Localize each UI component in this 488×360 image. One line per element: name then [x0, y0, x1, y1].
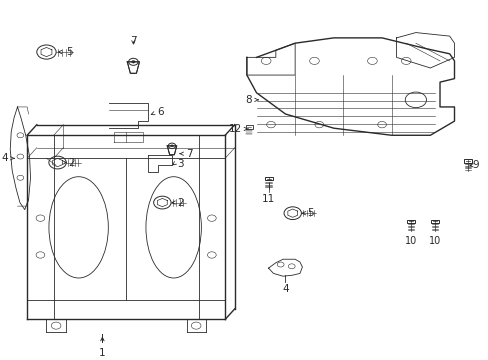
Text: 10: 10	[428, 236, 440, 246]
Bar	[245, 126, 252, 129]
Circle shape	[37, 45, 56, 59]
Text: 11: 11	[262, 194, 275, 204]
Text: 5: 5	[66, 47, 72, 57]
Text: 1: 1	[99, 348, 105, 358]
Circle shape	[153, 196, 171, 209]
Text: 4: 4	[1, 153, 8, 163]
Text: 9: 9	[472, 160, 479, 170]
Text: 6: 6	[157, 107, 164, 117]
Text: 12: 12	[228, 124, 242, 134]
Bar	[264, 177, 272, 180]
Circle shape	[284, 207, 301, 220]
Circle shape	[49, 156, 66, 169]
Text: 8: 8	[244, 95, 251, 105]
Text: 7: 7	[130, 36, 137, 46]
Text: 2: 2	[177, 198, 183, 208]
Text: 7: 7	[186, 149, 193, 159]
Text: 10: 10	[404, 236, 416, 246]
Circle shape	[170, 145, 173, 147]
Text: 2: 2	[68, 158, 75, 167]
Circle shape	[168, 143, 175, 149]
Text: 3: 3	[177, 159, 183, 169]
Bar	[463, 159, 471, 163]
Circle shape	[128, 58, 138, 65]
Text: 5: 5	[306, 208, 313, 218]
Circle shape	[131, 60, 135, 63]
Polygon shape	[167, 146, 176, 155]
Bar	[406, 220, 414, 223]
Polygon shape	[127, 62, 139, 73]
Text: 4: 4	[282, 284, 288, 294]
Bar	[430, 220, 438, 223]
